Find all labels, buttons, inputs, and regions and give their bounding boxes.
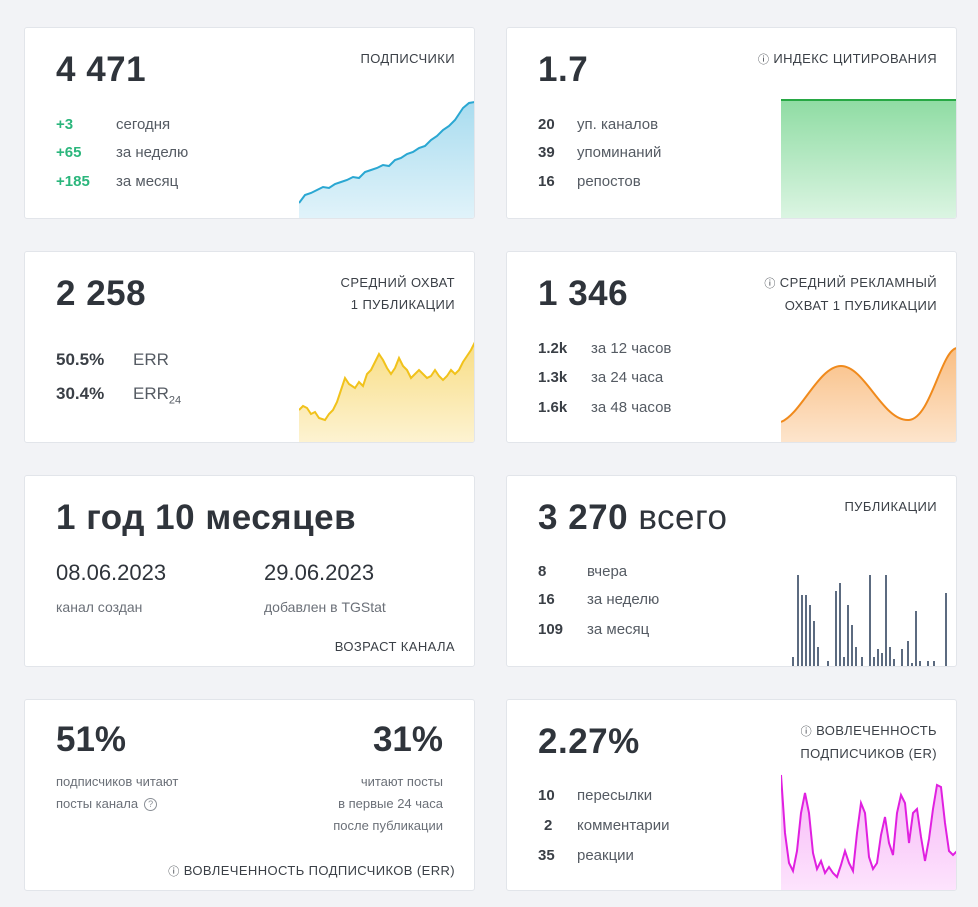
info-circle-icon[interactable]: ⓘ (168, 866, 180, 878)
stat-text: пересылки (577, 787, 653, 804)
err-left-line: посты канала (56, 796, 139, 811)
publications-value: 3 270 всего (538, 498, 727, 538)
ad-reach-label-line: СРЕДНИЙ РЕКЛАМНЫЙ (779, 275, 937, 290)
stat-text: сегодня (116, 116, 171, 133)
err-right-line: читают посты (360, 774, 443, 789)
added-date: 29.06.2023 (264, 560, 375, 585)
question-circle-icon[interactable]: ? (144, 798, 158, 812)
stat-num: 1.3k (538, 369, 568, 386)
publications-bar-chart (792, 575, 947, 666)
err-card[interactable]: 51% подписчиков читают посты канала? 31%… (24, 699, 475, 891)
er-card[interactable]: 2.27% ⓘ ВОВЛЕЧЕННОСТЬ ПОДПИСЧИКОВ (ER) 10… (506, 699, 957, 891)
stat-text: реакции (577, 847, 634, 864)
stat-num: +185 (56, 173, 90, 190)
stat-text: репостов (577, 173, 641, 190)
channel-age-label: ВОЗРАСТ КАНАЛА (334, 639, 455, 654)
ad-reach-value: 1 346 (538, 274, 629, 313)
citation-sparkline (781, 99, 956, 218)
err-left-value: 51% (56, 720, 127, 759)
stat-text: вчера (587, 563, 628, 580)
stat-num: 39 (538, 144, 555, 161)
stat-text: за 48 часов (591, 399, 672, 416)
err-left-line: подписчиков читают (56, 774, 179, 789)
info-circle-icon[interactable]: ⓘ (764, 278, 776, 290)
err-label: ERR (133, 384, 169, 403)
stat-num: +65 (56, 144, 82, 161)
stat-text: упоминаний (577, 144, 662, 161)
stat-num: +3 (56, 116, 74, 133)
citation-label: ⓘ ИНДЕКС ЦИТИРОВАНИЯ (758, 48, 937, 71)
stat-text: за месяц (587, 621, 650, 638)
stat-num: 8 (538, 563, 547, 580)
channel-age-card[interactable]: 1 год 10 месяцев 08.06.2023 канал создан… (24, 475, 475, 667)
err-right-line: в первые 24 часа (338, 796, 443, 811)
stat-text: за 12 часов (591, 340, 672, 357)
stat-text: ERR24 (133, 384, 181, 406)
citation-card[interactable]: 1.7 ⓘ ИНДЕКС ЦИТИРОВАНИЯ 20 уп. каналов 3… (506, 27, 957, 219)
ad-reach-label-line: ОХВАТ 1 ПУБЛИКАЦИИ (784, 298, 937, 313)
ad-reach-label: ⓘ СРЕДНИЙ РЕКЛАМНЫЙ ОХВАТ 1 ПУБЛИКАЦИИ (764, 272, 937, 317)
err-label: ⓘ ВОВЛЕЧЕННОСТЬ ПОДПИСЧИКОВ (ERR) (168, 860, 455, 883)
stat-text: ERR (133, 350, 169, 369)
publications-suffix: всего (638, 498, 728, 537)
created-date: 08.06.2023 (56, 560, 167, 585)
err-left-text: подписчиков читают посты канала? (56, 771, 178, 815)
stat-text: за месяц (116, 173, 179, 190)
stat-num: 1.6k (538, 399, 568, 416)
err-subscript: 24 (168, 394, 182, 407)
stat-num: 16 (538, 173, 555, 190)
stat-num: 16 (538, 591, 555, 608)
stat-num: 2 (544, 817, 553, 834)
stat-num: 30.4% (56, 384, 105, 403)
publications-card[interactable]: 3 270 всего ПУБЛИКАЦИИ 8 вчера 16 за нед… (506, 475, 957, 667)
publications-label: ПУБЛИКАЦИИ (844, 499, 937, 514)
created-label: канал создан (56, 599, 143, 615)
stat-num: 50.5% (56, 350, 105, 369)
info-circle-icon[interactable]: ⓘ (800, 726, 813, 738)
stat-text: за неделю (116, 144, 189, 161)
stat-num: 35 (538, 847, 555, 864)
subscribers-sparkline (299, 101, 474, 218)
reach-card[interactable]: 2 258 СРЕДНИЙ ОХВАТ 1 ПУБЛИКАЦИИ 50.5% E… (24, 251, 475, 443)
added-label: добавлен в TGStat (264, 599, 386, 615)
reach-value: 2 258 (56, 274, 147, 313)
reach-sparkline (299, 341, 474, 442)
reach-label-line: СРЕДНИЙ ОХВАТ (340, 275, 455, 290)
stat-text: уп. каналов (577, 116, 659, 133)
err-right-text: читают посты в первые 24 часа после публ… (333, 771, 443, 837)
reach-label-line: 1 ПУБЛИКАЦИИ (350, 297, 455, 312)
stat-text: комментарии (577, 817, 670, 834)
err-label-text: ВОВЛЕЧЕННОСТЬ ПОДПИСЧИКОВ (ERR) (183, 863, 455, 878)
subscribers-count: 4 471 (56, 50, 147, 89)
stat-num: 1.2k (538, 340, 568, 357)
ad-reach-card[interactable]: 1 346 ⓘ СРЕДНИЙ РЕКЛАМНЫЙ ОХВАТ 1 ПУБЛИКА… (506, 251, 957, 443)
stat-text: за 24 часа (591, 369, 664, 386)
reach-label: СРЕДНИЙ ОХВАТ 1 ПУБЛИКАЦИИ (341, 272, 455, 316)
er-sparkline (781, 774, 956, 890)
er-label: ⓘ ВОВЛЕЧЕННОСТЬ ПОДПИСЧИКОВ (ER) (800, 720, 937, 765)
subscribers-card[interactable]: 4 471 ПОДПИСЧИКИ +3 сегодня +65 за недел… (24, 27, 475, 219)
subscribers-label: ПОДПИСЧИКИ (360, 51, 455, 66)
stat-num: 109 (538, 621, 564, 638)
err-right-value: 31% (372, 720, 443, 759)
stat-num: 20 (538, 116, 555, 133)
publications-count: 3 270 (538, 498, 629, 537)
citation-label-text: ИНДЕКС ЦИТИРОВАНИЯ (773, 51, 937, 66)
stat-text: за неделю (587, 591, 660, 608)
er-label-line: ВОВЛЕЧЕННОСТЬ (816, 723, 937, 738)
citation-value: 1.7 (538, 50, 589, 89)
er-value: 2.27% (538, 722, 640, 761)
stat-num: 10 (538, 787, 555, 804)
err-right-line: после публикации (333, 818, 443, 833)
info-circle-icon[interactable]: ⓘ (757, 54, 770, 66)
er-label-line: ПОДПИСЧИКОВ (ER) (800, 746, 937, 761)
ad-reach-sparkline (781, 347, 956, 442)
channel-age-value: 1 год 10 месяцев (56, 498, 357, 537)
